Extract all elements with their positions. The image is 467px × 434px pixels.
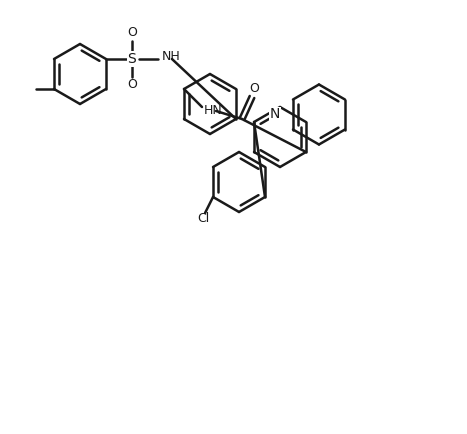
Text: O: O: [127, 79, 137, 92]
Text: N: N: [270, 108, 280, 122]
Text: NH: NH: [162, 50, 181, 63]
Text: O: O: [127, 26, 137, 39]
Text: O: O: [249, 82, 259, 95]
Text: S: S: [127, 52, 136, 66]
Text: Cl: Cl: [197, 213, 209, 226]
Text: HN: HN: [204, 105, 223, 118]
